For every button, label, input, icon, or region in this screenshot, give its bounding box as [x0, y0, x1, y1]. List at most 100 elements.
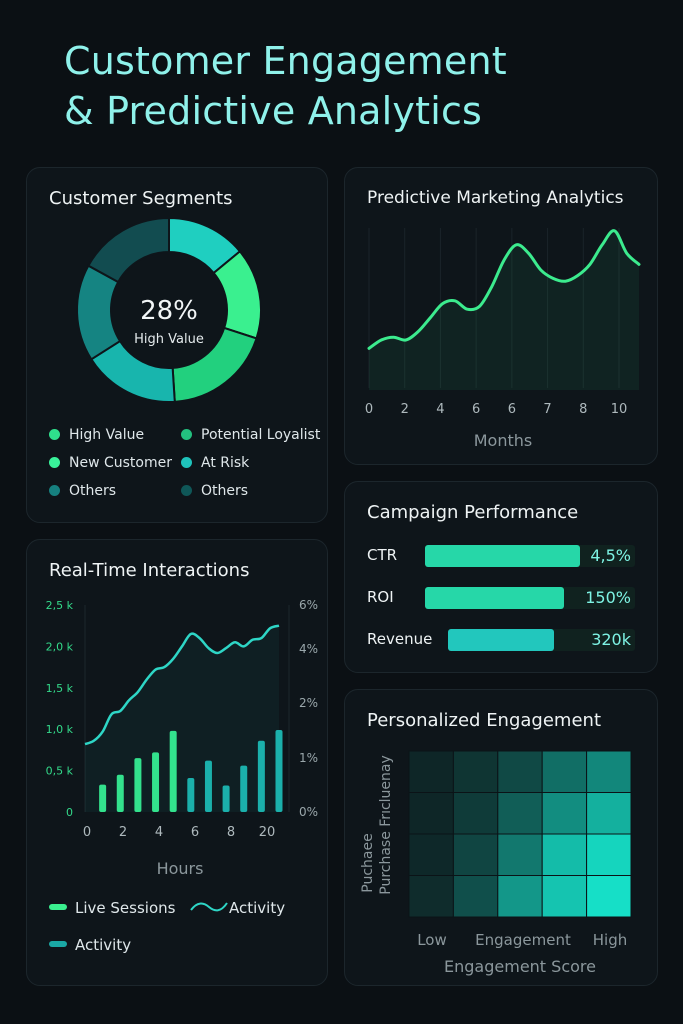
heatmap-cell: [497, 792, 543, 835]
page-title-line1: Customer Engagement: [64, 39, 507, 83]
campaign-bar-label: ROI: [367, 588, 394, 606]
predictive-x-axis-label: Months: [474, 431, 532, 450]
x-tick-label: 8: [579, 402, 587, 417]
activity-area: [85, 625, 279, 812]
legend-live-sessions-label: Live Sessions: [75, 899, 176, 917]
realtime-interactions-card: Real-Time Interactions Hours 0 0,5 k 1,0 k…: [26, 539, 328, 986]
heatmap-cell: [541, 792, 588, 835]
legend-dot-icon: [181, 485, 192, 496]
donut-slice: [87, 218, 170, 284]
segment-legend-label: Others: [69, 483, 117, 499]
segments-donut-chart: 28% High Value: [76, 218, 262, 403]
campaign-bar-fill: [425, 587, 565, 609]
campaign-bar-label: CTR: [367, 546, 398, 564]
activity-wave-icon: [190, 902, 228, 912]
y-tick-label: 2,0 k: [46, 640, 74, 653]
bar: [99, 784, 107, 812]
heatmap-cell: [497, 875, 543, 918]
heatmap-x-axis-label: Engagement Score: [444, 957, 596, 976]
y2-tick-label: 2%: [299, 696, 318, 710]
segment-legend-item: New Customer: [49, 455, 172, 471]
realtime-interactions-title: Real-Time Interactions: [49, 560, 250, 581]
area-fill: [369, 230, 639, 390]
y2-tick-label: 0%: [299, 805, 318, 819]
segment-legend-label: Others: [201, 483, 249, 499]
segment-legend-label: New Customer: [69, 455, 172, 471]
bar: [169, 730, 177, 812]
legend-activity-line: Activity: [189, 899, 285, 917]
heatmap-y-label-2: Purchase Frıcluenay: [378, 755, 394, 895]
bar: [187, 778, 195, 812]
predictive-analytics-title: Predictive Marketing Analytics: [367, 188, 624, 208]
bar: [134, 758, 142, 812]
personalized-engagement-card: Personalized Engagement Puchaee Purchase…: [344, 689, 658, 986]
legend-dot-icon: [49, 429, 60, 440]
engagement-heatmap: Puchaee Purchase Frıcluenay Engagement S…: [360, 750, 632, 976]
live-sessions-swatch-icon: [49, 904, 67, 910]
segment-legend-label: Potential Loyalist: [201, 427, 321, 443]
segment-legend-item: Others: [49, 483, 116, 499]
x-tick-label: 10: [611, 402, 628, 417]
y-tick-label: 2,5 k: [46, 599, 74, 612]
heatmap-x-tick: High: [593, 931, 627, 949]
donut-center-value: 28%: [140, 296, 198, 326]
heatmap-cell: [408, 792, 454, 835]
legend-live-sessions: Live Sessions: [49, 899, 175, 917]
heatmap-cell: [452, 750, 499, 793]
bar: [257, 740, 265, 812]
heatmap-cell: [586, 750, 632, 793]
segment-legend-item: At Risk: [181, 455, 249, 471]
bar: [204, 760, 212, 812]
legend-activity-bar-label: Activity: [75, 936, 132, 954]
heatmap-x-tick: Engagement: [475, 931, 571, 949]
predictive-analytics-card: Predictive Marketing Analytics Months 0 2…: [344, 167, 658, 465]
series-line: [367, 229, 641, 350]
legend-activity-line-label: Activity: [229, 899, 286, 917]
x-tick-label: 0: [83, 825, 91, 840]
predictive-line-chart: Months 0 2 4 6 6 7 8 10: [365, 228, 641, 450]
campaign-performance-card: Campaign Performance CTR 4,5% ROI 150% Reven…: [344, 481, 658, 673]
activity-line: [84, 624, 280, 746]
realtime-combo-chart: Hours 0 0,5 k 1,0 k 1,5 k 2,0 k 2,5 k 0% 1% 2% 4%…: [46, 598, 318, 878]
legend-dot-icon: [49, 457, 60, 468]
heatmap-cell: [408, 833, 454, 876]
heatmap-cell: [541, 875, 588, 918]
y-tick-label: 1,0 k: [46, 723, 74, 736]
segment-legend-item: Others: [181, 483, 248, 499]
campaign-bar-value: 150%: [585, 588, 631, 607]
x-tick-label: 7: [543, 402, 551, 417]
campaign-bar-label: Revenue: [367, 630, 433, 648]
x-tick-label: 6: [508, 402, 516, 417]
legend-dot-icon: [181, 457, 192, 468]
y-tick-label: 1,5 k: [46, 682, 74, 695]
x-tick-label: 0: [365, 402, 373, 417]
personalized-engagement-title: Personalized Engagement: [367, 710, 601, 731]
customer-segments-card: Customer Segments 28% High Value High Va…: [26, 167, 328, 523]
y-tick-label: 0,5 k: [46, 765, 74, 778]
heatmap-cell: [452, 875, 499, 918]
segment-legend-item: High Value: [49, 427, 144, 443]
x-tick-label: 2: [119, 825, 127, 840]
legend-dot-icon: [49, 485, 60, 496]
heatmap-cell: [586, 792, 632, 835]
page-title-line2: & Predictive Analytics: [64, 89, 483, 133]
y2-tick-label: 6%: [299, 598, 318, 612]
realtime-x-axis-label: Hours: [157, 859, 204, 878]
bar: [222, 785, 230, 812]
legend-dot-icon: [181, 429, 192, 440]
heatmap-cell: [408, 750, 454, 793]
heatmap-cell: [497, 833, 543, 876]
campaign-bar-value: 4,5%: [590, 546, 631, 565]
heatmap-cell: [541, 750, 588, 793]
x-tick-label: 4: [155, 825, 163, 840]
bar: [152, 752, 160, 812]
y-tick-label: 0: [66, 806, 73, 819]
heatmap-cell: [408, 875, 454, 918]
donut-center-label: High Value: [134, 332, 204, 347]
x-tick-label: 8: [227, 825, 235, 840]
heatmap-cell: [541, 833, 588, 876]
legend-activity-bar: Activity: [49, 936, 131, 954]
heatmap-cell: [586, 833, 632, 876]
segment-legend-item: Potential Loyalist: [181, 427, 320, 443]
x-tick-label: 20: [259, 825, 276, 840]
